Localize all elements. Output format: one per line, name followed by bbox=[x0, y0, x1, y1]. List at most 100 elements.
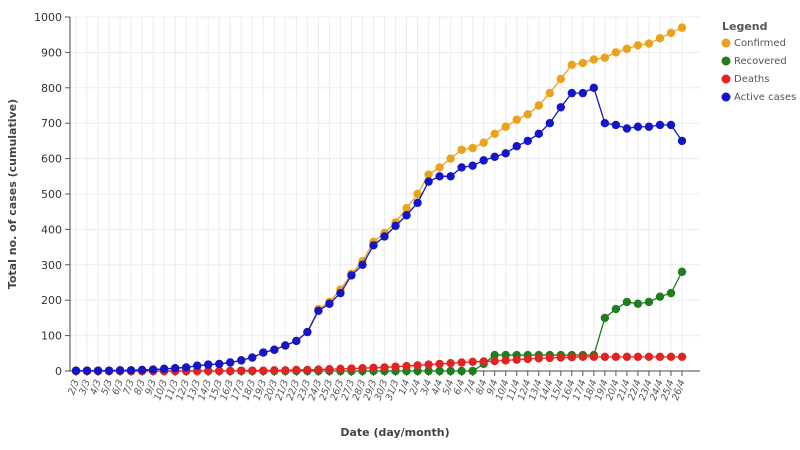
point bbox=[402, 203, 411, 213]
point bbox=[413, 198, 422, 208]
point bbox=[589, 352, 599, 362]
point bbox=[446, 172, 455, 181]
point bbox=[468, 366, 477, 376]
point bbox=[424, 366, 433, 376]
point bbox=[501, 122, 510, 131]
point bbox=[611, 48, 621, 57]
point bbox=[677, 352, 687, 362]
legend-marker bbox=[721, 38, 731, 48]
point bbox=[600, 119, 610, 128]
legend-marker bbox=[721, 56, 731, 66]
point bbox=[545, 119, 554, 128]
point bbox=[435, 163, 444, 172]
y-tick-label: 500 bbox=[41, 188, 62, 201]
point bbox=[325, 299, 334, 308]
x-tick-label: 7/3 bbox=[121, 378, 137, 396]
series-line bbox=[76, 27, 683, 372]
y-tick-label: 0 bbox=[55, 365, 62, 378]
point bbox=[490, 152, 499, 162]
point bbox=[633, 41, 643, 50]
point bbox=[391, 221, 400, 231]
point bbox=[248, 353, 257, 362]
point bbox=[204, 360, 213, 369]
legend-label: Confirmed bbox=[734, 38, 786, 49]
point bbox=[600, 313, 610, 323]
point bbox=[677, 267, 687, 277]
point bbox=[633, 352, 643, 362]
point bbox=[292, 365, 301, 375]
point bbox=[325, 365, 334, 374]
point bbox=[567, 88, 577, 98]
point bbox=[622, 297, 632, 307]
point bbox=[137, 365, 147, 375]
point bbox=[259, 366, 268, 375]
x-tick-label: 3/3 bbox=[77, 378, 93, 396]
point bbox=[468, 143, 477, 153]
point bbox=[556, 353, 565, 362]
point bbox=[369, 241, 378, 250]
point bbox=[424, 170, 433, 179]
x-axis-title: Date (day/month) bbox=[340, 426, 449, 439]
point bbox=[578, 88, 588, 98]
point bbox=[215, 366, 224, 376]
point bbox=[534, 129, 543, 139]
point bbox=[413, 361, 422, 370]
point bbox=[655, 120, 665, 130]
point bbox=[666, 120, 676, 130]
point bbox=[556, 103, 565, 112]
point bbox=[126, 366, 136, 375]
point bbox=[468, 357, 477, 366]
y-tick-label: 400 bbox=[41, 223, 62, 236]
point bbox=[600, 53, 610, 62]
point bbox=[677, 23, 687, 32]
point bbox=[446, 154, 455, 163]
point bbox=[281, 366, 290, 375]
point bbox=[391, 362, 400, 371]
point bbox=[270, 366, 279, 375]
point bbox=[677, 136, 687, 146]
point bbox=[237, 366, 246, 375]
x-tick-label: 8/4 bbox=[474, 378, 490, 396]
point bbox=[281, 341, 290, 350]
point bbox=[644, 39, 654, 48]
point bbox=[148, 365, 158, 374]
point bbox=[457, 145, 466, 154]
point bbox=[336, 364, 345, 374]
point bbox=[424, 360, 433, 369]
point bbox=[347, 271, 356, 280]
point bbox=[622, 352, 632, 362]
point bbox=[468, 161, 477, 170]
point bbox=[666, 352, 676, 362]
point bbox=[545, 353, 554, 363]
point bbox=[358, 260, 367, 269]
point bbox=[666, 288, 676, 298]
point bbox=[215, 359, 224, 369]
point bbox=[336, 288, 345, 298]
point bbox=[259, 348, 268, 357]
y-tick-label: 200 bbox=[41, 294, 62, 307]
point bbox=[567, 60, 577, 69]
point bbox=[655, 34, 665, 43]
point bbox=[600, 352, 610, 362]
y-tick-label: 700 bbox=[41, 117, 62, 130]
x-tick-label: 3/4 bbox=[419, 378, 435, 396]
x-tick-label: 1/4 bbox=[397, 378, 413, 396]
point bbox=[457, 358, 466, 367]
point bbox=[479, 357, 488, 366]
point bbox=[226, 366, 235, 376]
point bbox=[512, 142, 521, 151]
legend-title: Legend bbox=[722, 20, 768, 33]
point bbox=[490, 350, 499, 360]
point bbox=[578, 352, 588, 362]
point bbox=[71, 366, 81, 375]
point bbox=[644, 122, 654, 131]
point bbox=[611, 304, 621, 314]
x-tick-label: 6/3 bbox=[110, 378, 126, 396]
point bbox=[270, 345, 279, 354]
point bbox=[204, 366, 213, 376]
x-tick-label: 4/3 bbox=[88, 378, 104, 396]
point bbox=[523, 354, 532, 364]
point bbox=[490, 129, 499, 139]
point bbox=[435, 359, 444, 369]
point bbox=[93, 366, 103, 375]
